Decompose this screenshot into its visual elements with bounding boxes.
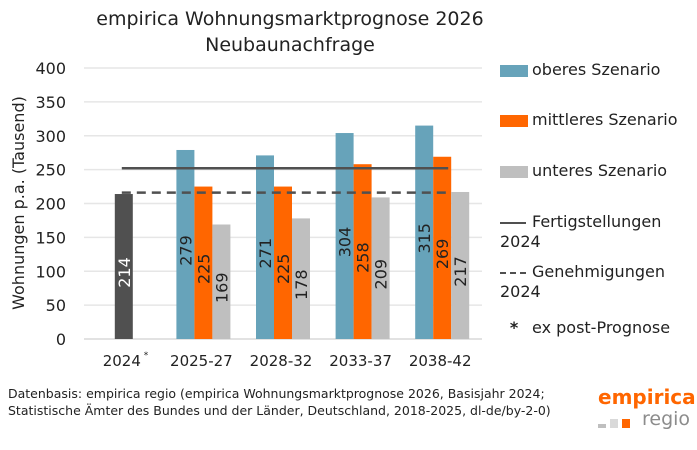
bar-0-2038-42 (415, 125, 434, 340)
x-tick-label: 2024 (103, 352, 141, 370)
chart-title: empirica Wohnungsmarktprognose 2026 (96, 8, 484, 30)
x-tick-label: 2038-42 (409, 352, 472, 370)
source-note: Datenbasis: empirica regio (empirica Woh… (8, 386, 551, 418)
bar-1-2025-27 (194, 186, 213, 339)
logo-text-empirica: empirica (598, 385, 696, 409)
legend-item-oberes: oberes Szenario (500, 60, 660, 80)
bar-2-2033-37 (371, 197, 390, 339)
y-tick-label: 200 (35, 195, 66, 214)
legend-label: unteres Szenario (532, 161, 668, 180)
logo-text-regio: regio (642, 408, 691, 430)
legend-item-mittleres: mittleres Szenario (500, 110, 678, 130)
bar-chart: 0 50 100 150 200 250 300 350 400 2024 * 2025-27 2028… (9, 59, 482, 370)
legend-label: mittleres Szenario (532, 110, 678, 129)
data-label: 178 (292, 269, 311, 300)
data-label: 279 (176, 235, 195, 266)
data-label: 304 (336, 227, 355, 258)
bar-2-2028-32 (292, 218, 310, 339)
legend-solid-line (500, 221, 526, 224)
x-tick-label: 2025-27 (170, 352, 233, 370)
x-tick-label: 2028-32 (250, 352, 313, 370)
data-label: 169 (212, 272, 231, 303)
legend-label: Genehmigungen 2024 (500, 262, 665, 301)
logo-square-1 (598, 424, 606, 428)
legend-label: ex post-Prognose (532, 318, 671, 337)
bar-0-2025-27 (176, 149, 195, 339)
legend-item-genehmigungen: Genehmigungen 2024 (500, 262, 695, 302)
legend-swatch (500, 114, 528, 127)
bar-1-2028-32 (274, 186, 292, 339)
legend-item-ex-post: * ex post-Prognose (500, 318, 670, 338)
x-tick-asterisk: * (144, 351, 149, 361)
bar-1-2038-42 (433, 156, 452, 339)
legend-swatch (500, 165, 528, 178)
bar-2-2025-27 (212, 224, 231, 339)
bar-0-2028-32 (256, 155, 274, 339)
bar-ex-post-2024 (114, 194, 133, 339)
legend-swatch (500, 64, 528, 77)
data-label: 225 (274, 254, 293, 285)
logo-square-2 (610, 419, 618, 428)
data-label: 209 (372, 259, 391, 290)
x-tick-label: 2033-37 (329, 352, 392, 370)
bar-1-2033-37 (353, 164, 372, 339)
bar-2-2038-42 (451, 191, 470, 339)
data-label: 217 (451, 256, 470, 287)
y-axis-label: Wohnungen p.a. (Tausend) (9, 96, 28, 310)
logo-row: regio (598, 408, 696, 430)
data-label-ex-post: 214 (115, 257, 134, 288)
logo-square-3 (622, 419, 630, 428)
data-label: 225 (194, 254, 213, 285)
y-tick-label: 150 (35, 228, 66, 247)
legend-label: oberes Szenario (532, 60, 661, 79)
empirica-regio-logo: empirica regio (598, 385, 696, 430)
data-label: 258 (354, 242, 373, 273)
y-tick-label: 250 (35, 161, 66, 180)
y-tick-label: 350 (35, 93, 66, 112)
data-label: 271 (256, 238, 275, 269)
chart-subtitle: Neubaunachfrage (205, 34, 375, 56)
data-label: 315 (415, 223, 434, 254)
y-tick-label: 100 (35, 262, 66, 281)
legend-item-unteres: unteres Szenario (500, 161, 667, 181)
y-tick-label: 0 (56, 330, 66, 349)
legend-label: Fertigstellungen 2024 (500, 212, 662, 251)
y-tick-label: 400 (35, 59, 66, 78)
legend-dashed-line (500, 271, 526, 274)
legend-item-fertigstellungen: Fertigstellungen 2024 (500, 212, 695, 252)
y-tick-label: 50 (46, 296, 66, 315)
data-label: 269 (433, 239, 452, 270)
y-tick-label: 300 (35, 127, 66, 146)
asterisk-symbol: * (509, 318, 519, 337)
bar-0-2033-37 (335, 133, 354, 339)
